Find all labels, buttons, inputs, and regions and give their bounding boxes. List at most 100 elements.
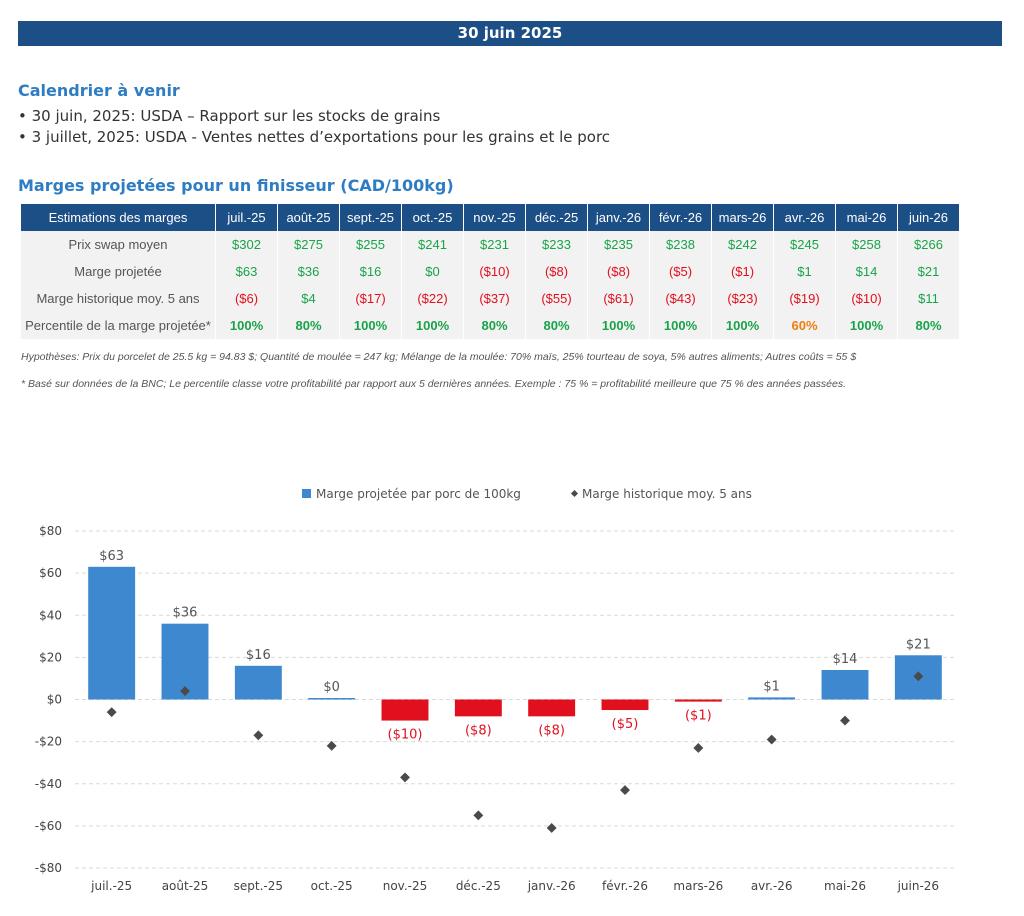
table-cell: $235 xyxy=(587,231,650,258)
table-cell: ($43) xyxy=(649,285,712,312)
x-tick-label: août-25 xyxy=(162,879,209,893)
y-tick-label: $80 xyxy=(39,524,62,538)
table-cell: ($1) xyxy=(711,258,774,285)
y-tick-label: $0 xyxy=(47,693,62,707)
table-row: Percentile de la marge projetée* 100% 80% 1… xyxy=(21,312,960,339)
month-header: févr.-26 xyxy=(649,204,712,231)
table-cell: 100% xyxy=(711,312,774,339)
x-tick-label: juil.-25 xyxy=(90,879,132,893)
bar-data-label: ($10) xyxy=(388,728,423,743)
table-cell: ($22) xyxy=(401,285,464,312)
table-cell: $266 xyxy=(897,231,960,258)
table-cell: $14 xyxy=(835,258,898,285)
table-cell: $4 xyxy=(277,285,340,312)
bar-data-label: ($8) xyxy=(465,723,492,738)
table-cell: $0 xyxy=(401,258,464,285)
bar-data-label: ($8) xyxy=(538,723,565,738)
table-cell: 80% xyxy=(277,312,340,339)
table-cell: ($19) xyxy=(773,285,836,312)
table-header-row: Estimations des marges juil.-25 août-25 … xyxy=(21,204,960,231)
y-tick-label: $20 xyxy=(39,650,62,664)
table-cell: $233 xyxy=(525,231,588,258)
table-cell: $1 xyxy=(773,258,836,285)
footnote: * Basé sur données de la BNC; Le percent… xyxy=(21,378,847,390)
calendar-list: • 30 juin, 2025: USDA – Rapport sur les … xyxy=(18,106,610,148)
x-tick-label: juin-26 xyxy=(897,879,939,893)
y-tick-label: -$60 xyxy=(35,819,62,833)
month-header: avr.-26 xyxy=(773,204,836,231)
historical-marker xyxy=(766,734,777,745)
month-header: mai-26 xyxy=(835,204,898,231)
bar-data-label: ($1) xyxy=(685,709,712,724)
table-cell: ($10) xyxy=(463,258,526,285)
table-cell: ($8) xyxy=(525,258,588,285)
y-tick-label: $40 xyxy=(39,608,62,622)
table-header-label: Estimations des marges xyxy=(21,204,216,231)
y-tick-label: -$40 xyxy=(35,777,62,791)
x-tick-label: janv.-26 xyxy=(527,879,576,893)
table-cell: ($37) xyxy=(463,285,526,312)
month-header: déc.-25 xyxy=(525,204,588,231)
historical-marker xyxy=(326,740,337,751)
month-header: mars-26 xyxy=(711,204,774,231)
table-cell: $238 xyxy=(649,231,712,258)
bar xyxy=(88,566,136,700)
bar xyxy=(308,698,356,700)
legend-bar-swatch xyxy=(302,489,311,498)
month-header: juin-26 xyxy=(897,204,960,231)
margins-table: Estimations des marges juil.-25 août-25 … xyxy=(21,204,960,339)
x-tick-label: déc.-25 xyxy=(456,879,501,893)
table-cell: ($17) xyxy=(339,285,402,312)
month-header: nov.-25 xyxy=(463,204,526,231)
calendar-item: • 30 juin, 2025: USDA – Rapport sur les … xyxy=(18,107,441,125)
legend-bar-label: Marge projetée par porc de 100kg xyxy=(316,487,521,501)
x-tick-label: févr.-26 xyxy=(602,879,648,893)
x-tick-label: avr.-26 xyxy=(751,879,793,893)
bar-data-label: ($5) xyxy=(612,717,639,732)
bar-data-label: $63 xyxy=(99,549,124,564)
table-cell: ($55) xyxy=(525,285,588,312)
bar xyxy=(381,699,429,721)
bar-data-label: $16 xyxy=(246,648,271,663)
table-cell: $231 xyxy=(463,231,526,258)
x-axis: juil.-25 août-25 sept.-25 oct.-25 nov.-25 déc… xyxy=(90,879,939,893)
x-tick-label: sept.-25 xyxy=(234,879,283,893)
table-cell: $16 xyxy=(339,258,402,285)
table-cell: 100% xyxy=(835,312,898,339)
table-row: Marge projetée $63 $36 $16 $0 ($10) ($8) ($8) ($… xyxy=(21,258,960,285)
table-cell: $275 xyxy=(277,231,340,258)
table-cell: $245 xyxy=(773,231,836,258)
table-cell: $258 xyxy=(835,231,898,258)
y-tick-label: -$20 xyxy=(35,735,62,749)
historical-marker xyxy=(546,823,557,833)
date-banner: 30 juin 2025 xyxy=(18,21,1002,46)
table-cell: 80% xyxy=(897,312,960,339)
historical-marker xyxy=(693,742,704,753)
table-cell: ($10) xyxy=(835,285,898,312)
x-tick-label: mars-26 xyxy=(673,879,723,893)
month-header: sept.-25 xyxy=(339,204,402,231)
bar xyxy=(674,699,722,702)
calendar-title: Calendrier à venir xyxy=(18,81,180,100)
bar-data-label: $21 xyxy=(906,637,931,652)
table-cell: $242 xyxy=(711,231,774,258)
bar-data-label: $0 xyxy=(323,680,340,695)
y-axis: $80 $60 $40 $20 $0 -$20 -$40 -$60 -$80 xyxy=(35,524,62,875)
month-header: août-25 xyxy=(277,204,340,231)
historical-marker xyxy=(913,671,924,682)
y-tick-label: $60 xyxy=(39,566,62,580)
row-label: Marge historique moy. 5 ans xyxy=(21,285,216,312)
y-tick-label: -$80 xyxy=(35,861,62,875)
bar xyxy=(601,699,649,711)
historical-marker xyxy=(620,785,630,796)
table-cell: 100% xyxy=(401,312,464,339)
table-cell: ($23) xyxy=(711,285,774,312)
row-label: Marge projetée xyxy=(21,258,216,285)
historical-marker xyxy=(400,772,410,783)
calendar-item: • 3 juillet, 2025: USDA - Ventes nettes … xyxy=(18,128,611,146)
table-cell: ($8) xyxy=(587,258,650,285)
table-row: Prix swap moyen $302 $275 $255 $241 $231 $233 $… xyxy=(21,231,960,258)
table-cell: ($6) xyxy=(215,285,278,312)
legend-marker-swatch xyxy=(570,489,579,498)
bars-series: $63 $36 $16 $0 ($10) ($8) ($8) ($5) ($1) $1 $14 $21 xyxy=(88,549,942,743)
